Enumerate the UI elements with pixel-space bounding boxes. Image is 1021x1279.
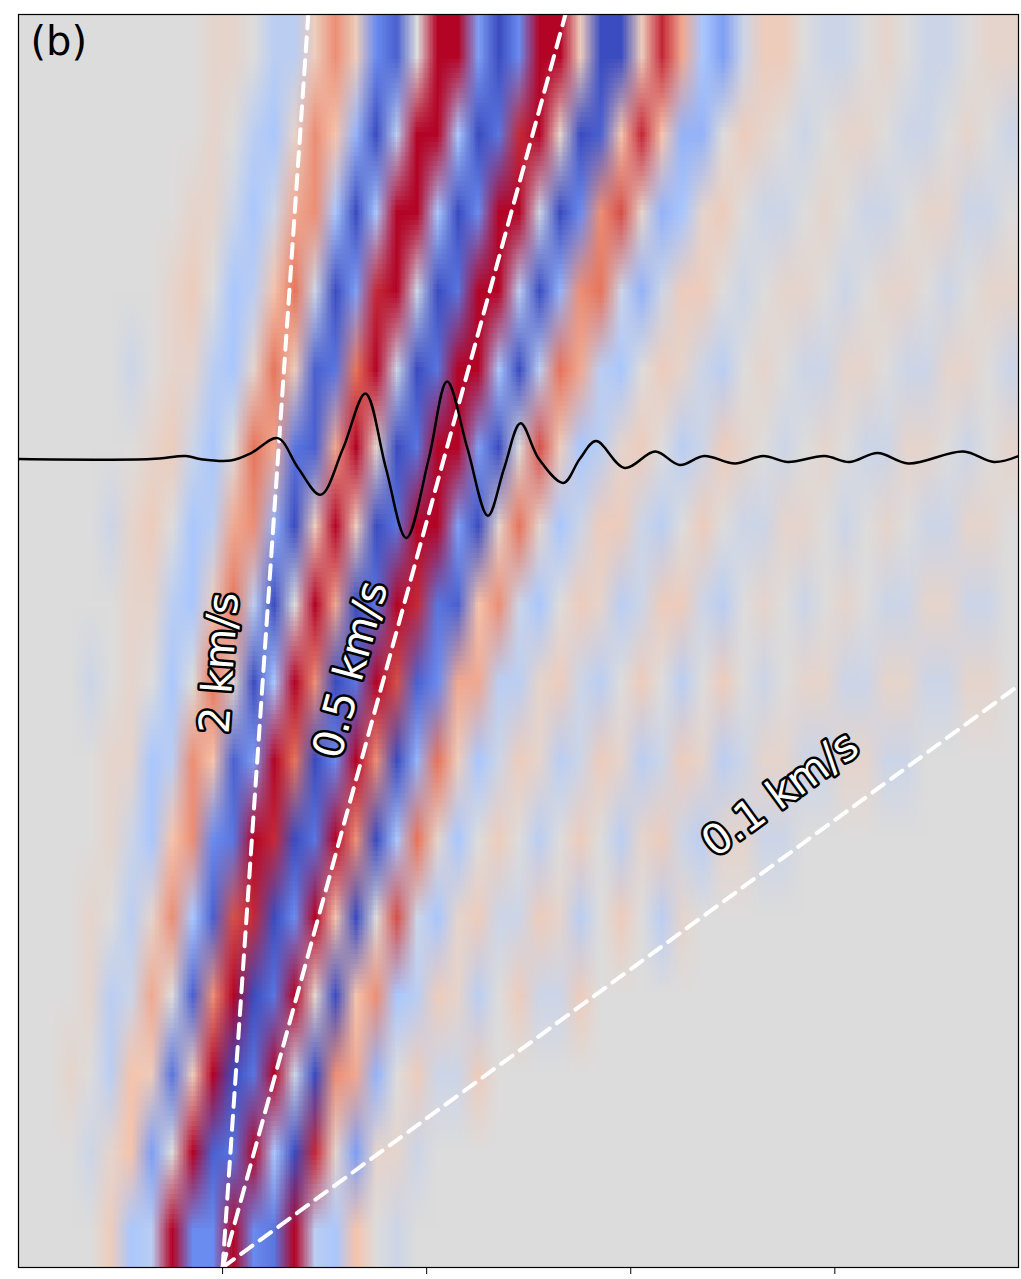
svg-text:0.1 km/s: 0.1 km/s xyxy=(692,720,867,867)
svg-text:0.5 km/s: 0.5 km/s xyxy=(302,575,397,763)
svg-text:2 km/s: 2 km/s xyxy=(190,591,249,735)
svg-text:(b): (b) xyxy=(31,18,88,64)
